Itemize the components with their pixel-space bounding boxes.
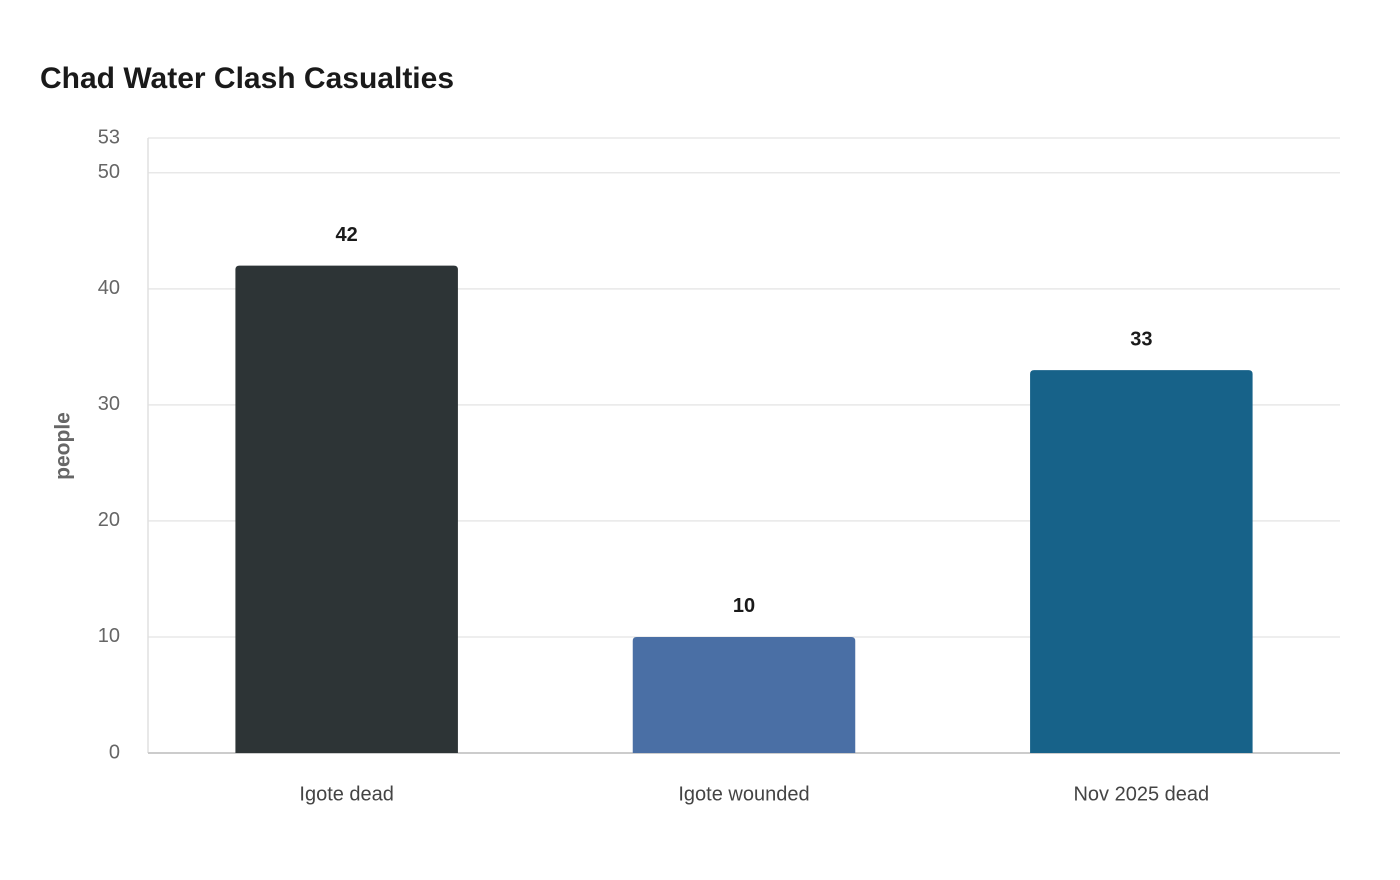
y-tick-label: 20 — [98, 509, 120, 531]
y-tick-label: 40 — [98, 277, 120, 299]
data-label: 33 — [1130, 328, 1152, 350]
x-tick-label: Igote dead — [299, 783, 394, 805]
x-tick-label: Igote wounded — [678, 783, 809, 805]
bar — [235, 265, 458, 753]
data-label: 42 — [336, 224, 358, 246]
data-label: 10 — [733, 595, 755, 617]
chart-title: Chad Water Clash Casualties — [40, 62, 454, 95]
y-tick-label: 10 — [98, 625, 120, 647]
bar — [1030, 370, 1253, 753]
y-tick-label: 53 — [98, 126, 120, 148]
bar — [632, 636, 856, 753]
y-tick-label: 50 — [98, 161, 120, 183]
x-tick-label: Nov 2025 dead — [1073, 783, 1209, 805]
y-tick-label: 30 — [98, 393, 120, 415]
y-axis-label: people — [52, 412, 75, 480]
y-tick-label: 0 — [109, 741, 120, 763]
